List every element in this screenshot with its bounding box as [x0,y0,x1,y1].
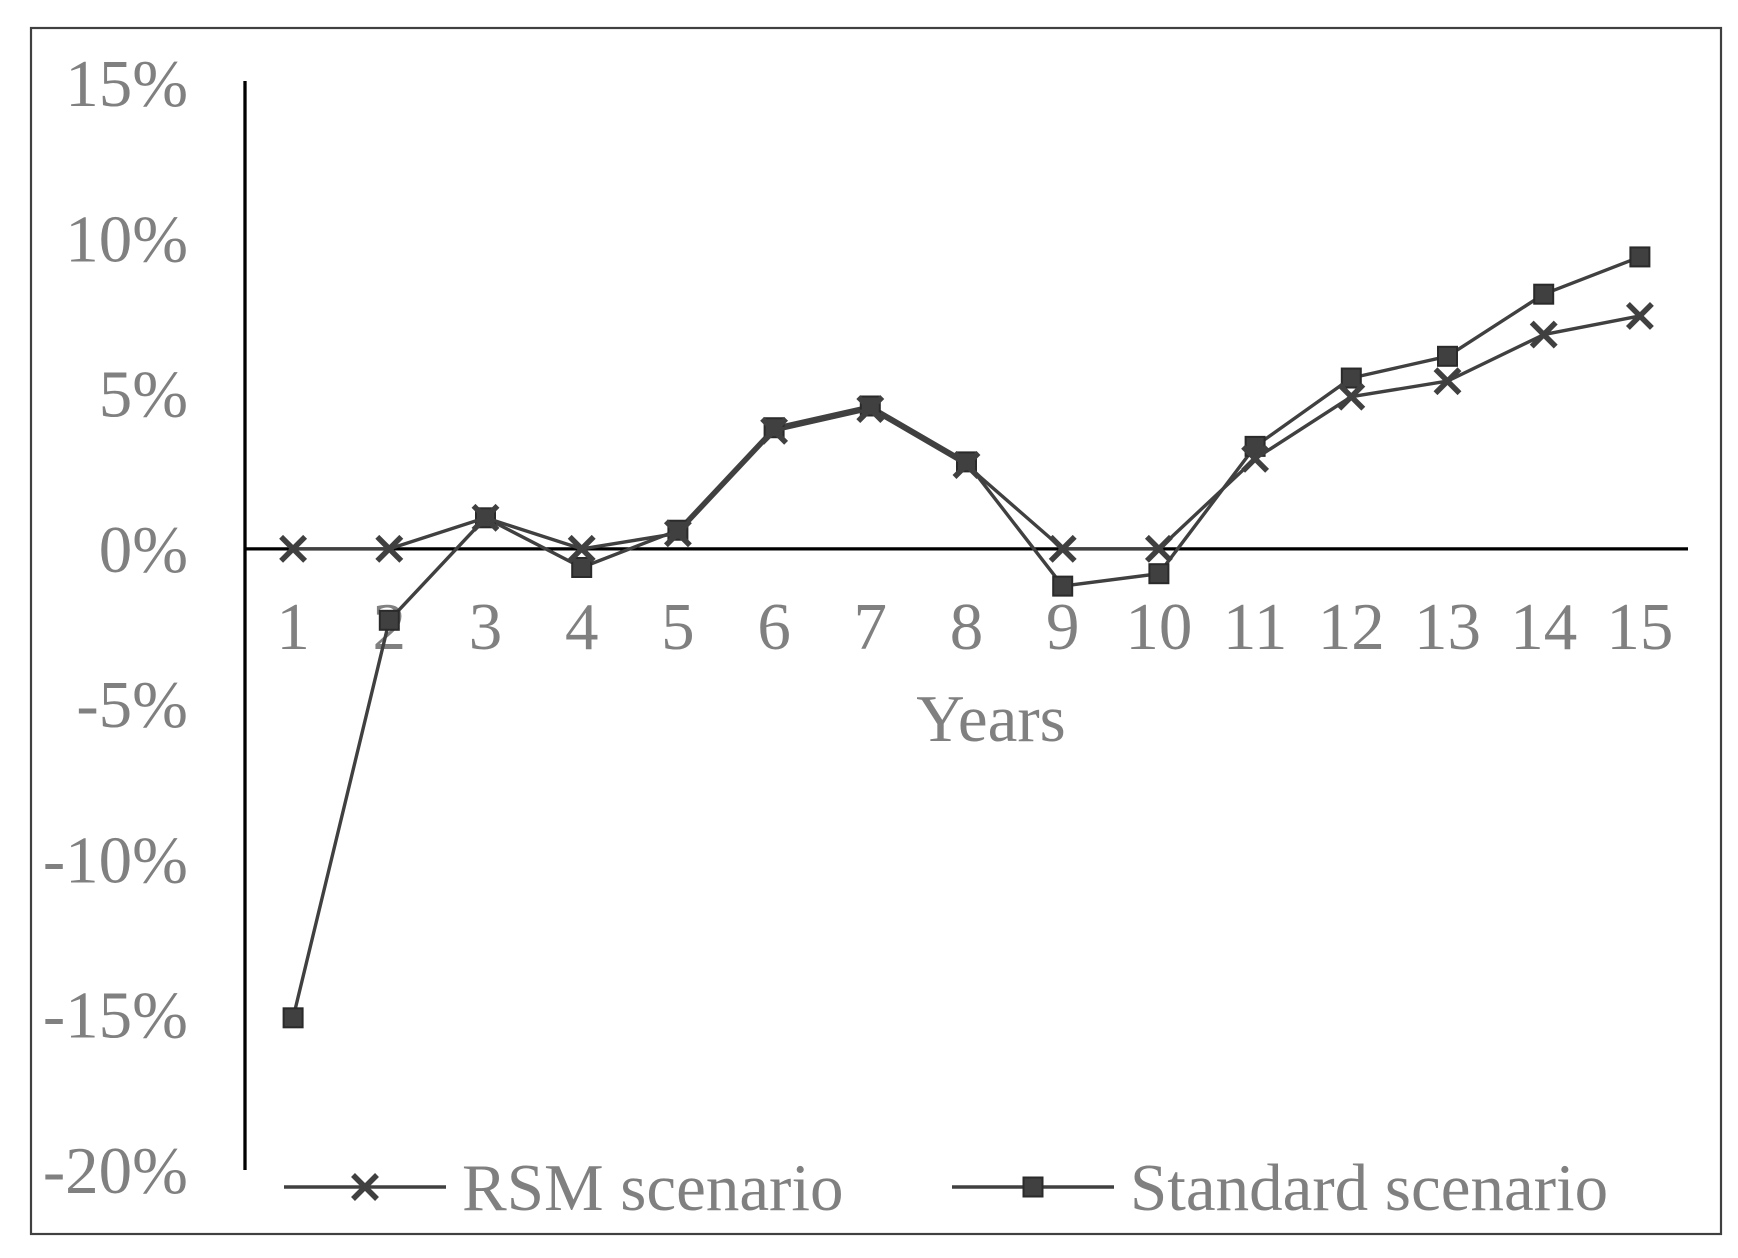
standard-scenario-point-10 [1148,563,1170,585]
rsm-scenario-series [279,301,1654,563]
x-tick-label-7: 8 [950,590,984,664]
legend-label-standard-scenario: Standard scenario [1130,1151,1608,1225]
y-tick-label-5: -10% [43,823,188,897]
x-tick-label-14: 15 [1606,590,1673,664]
y-tick-label-6: -15% [43,979,188,1053]
standard-scenario-point-14 [1533,283,1555,305]
x-tick-label-8: 9 [1046,590,1080,664]
series-layer [279,246,1654,1029]
legend: RSM scenario Standard scenario [284,1151,1608,1225]
x-tick-label-9: 10 [1125,590,1192,664]
legend-item-rsm-scenario: RSM scenario [284,1151,844,1225]
y-tick-label-7: -20% [43,1134,188,1208]
x-tick-label-2: 3 [469,590,503,664]
x-axis-title: Years [916,682,1066,756]
rsm-scenario-point-3 [471,503,500,532]
x-tick-label-3: 4 [565,590,599,664]
rsm-scenario-point-7-stroke-b [856,395,885,424]
x-tick-label-6: 7 [854,590,888,664]
axes [243,81,1688,1170]
standard-scenario-point-4 [571,556,593,578]
standard-scenario-point-1 [282,1007,304,1029]
rsm-scenario-point-9-stroke-b [1048,534,1077,563]
rsm-scenario-point-11-stroke-b [1241,444,1270,473]
rsm-scenario-point-14 [1529,320,1558,349]
x-tick-label-5: 6 [757,590,791,664]
x-tick-label-13: 14 [1510,590,1577,664]
rsm-scenario-point-4 [567,534,596,563]
rsm-scenario-point-2-stroke-b [375,534,404,563]
x-tick-labels: 123456789101112131415 [276,590,1673,664]
x-tick-label-12: 13 [1414,590,1481,664]
x-tick-label-11: 12 [1318,590,1385,664]
rsm-scenario-point-13-stroke-b [1433,367,1462,396]
legend-cross-marker-icon-stroke-b [351,1173,379,1201]
rsm-scenario-point-15-stroke-b [1625,301,1654,330]
y-tick-label-0: 15% [65,47,188,121]
rsm-scenario-point-13 [1433,367,1462,396]
legend-square-marker-icon [1022,1176,1044,1198]
standard-scenario-point-13 [1437,345,1458,367]
rsm-scenario-point-10-stroke-b [1144,534,1173,563]
chart-border [29,26,1723,1236]
rsm-scenario-point-6 [760,416,789,445]
standard-scenario-point-2 [378,609,400,631]
rsm-scenario-point-15 [1625,301,1654,330]
rsm-scenario-point-12-stroke-b [1337,382,1366,411]
standard-scenario-point-9 [1052,575,1074,597]
rsm-scenario-point-1 [279,534,308,563]
x-tick-label-0: 1 [276,590,310,664]
rsm-scenario-point-5-stroke-b [663,519,692,548]
y-tick-label-2: 5% [99,358,188,432]
rsm-scenario-point-3-stroke-b [471,503,500,532]
rsm-scenario-point-14-stroke-b [1529,320,1558,349]
y-tick-labels: 15% 10% 5% 0% -5% -10% -15% -20% [43,47,188,1208]
rsm-scenario-point-12 [1337,382,1366,411]
rsm-scenario-point-6-stroke-b [760,416,789,445]
legend-item-standard-scenario: Standard scenario [952,1151,1608,1225]
y-tick-label-3: 0% [99,513,188,587]
rsm-scenario-point-8-stroke-b [952,451,981,479]
legend-label-rsm-scenario: RSM scenario [462,1151,844,1225]
x-tick-label-10: 11 [1223,590,1288,664]
rsm-scenario-point-4-stroke-b [567,534,596,563]
rsm-scenario-point-5 [663,519,692,548]
y-tick-label-1: 10% [65,202,188,276]
rsm-scenario-point-7 [856,395,885,424]
standard-scenario-point-15 [1629,246,1651,268]
y-tick-label-4: -5% [76,668,188,742]
x-tick-label-4: 5 [661,590,695,664]
rsm-scenario-point-8 [952,451,981,479]
rsm-scenario-point-1-stroke-b [279,534,308,563]
rsm-scenario-point-10 [1144,534,1173,563]
rsm-scenario-point-11 [1241,444,1270,473]
standard-scenario-point-12 [1340,367,1362,389]
legend-cross-marker-icon [351,1173,379,1201]
rsm-scenario-point-9 [1048,534,1077,563]
rsm-scenario-point-2 [375,534,404,563]
